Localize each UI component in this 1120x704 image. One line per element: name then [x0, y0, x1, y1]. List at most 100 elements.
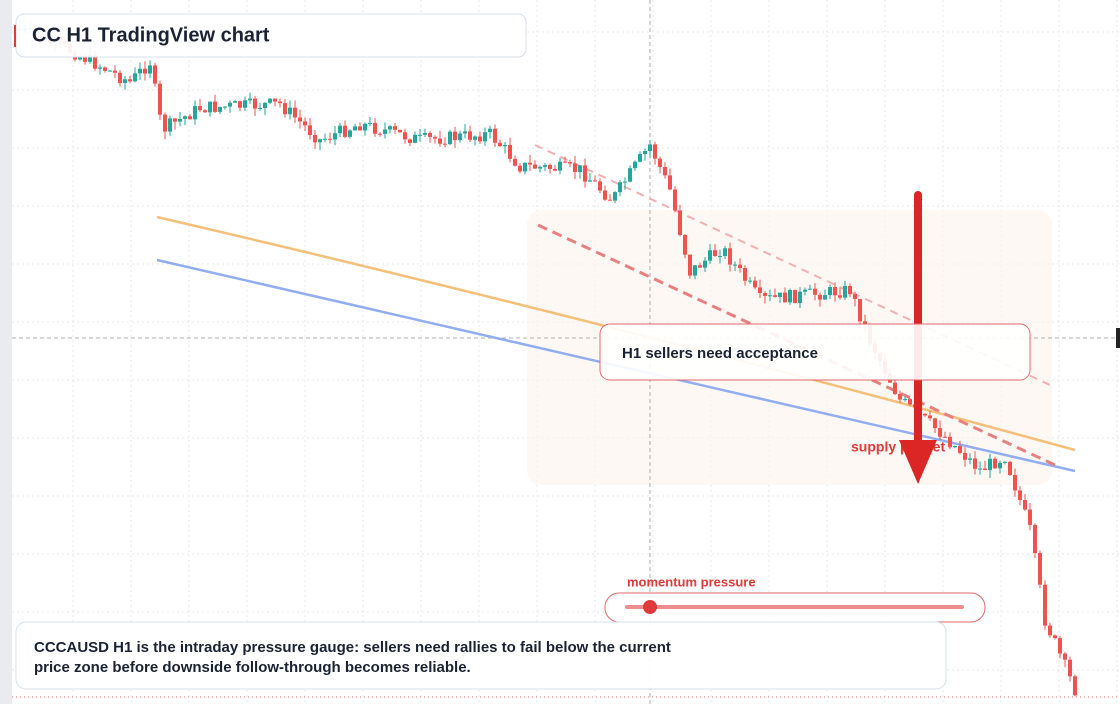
caption-line: CCCAUSD H1 is the intraday pressure gaug…: [34, 639, 671, 656]
candle-body: [293, 107, 297, 118]
candle-body: [168, 118, 172, 132]
candle-body: [893, 382, 897, 395]
candle-body: [663, 167, 667, 176]
candle-body: [388, 126, 392, 130]
candle-body: [398, 129, 402, 133]
candle-body: [458, 133, 462, 141]
candle-body: [988, 458, 992, 471]
candle-body: [488, 128, 492, 133]
candle-body: [983, 468, 987, 471]
candle-body: [798, 291, 802, 304]
candle-body: [433, 136, 437, 139]
candle-body: [128, 79, 132, 82]
candle-body: [1013, 474, 1017, 491]
candle-body: [378, 133, 382, 135]
candle-body: [603, 190, 607, 200]
candle-body: [818, 294, 822, 300]
candle-body: [423, 132, 427, 135]
candle-body: [653, 144, 657, 159]
candle-body: [928, 415, 932, 419]
candle-body: [278, 101, 282, 104]
candle-body: [713, 250, 717, 257]
candle-body: [623, 181, 627, 183]
candle-body: [133, 73, 137, 82]
candle-body: [648, 144, 652, 152]
candle-body: [193, 106, 197, 120]
candle-body: [743, 268, 747, 281]
candle-body: [903, 399, 907, 401]
candle-body: [183, 116, 187, 119]
candle-body: [273, 98, 277, 102]
candle-body: [233, 101, 237, 103]
candle-body: [768, 295, 772, 297]
candle-body: [223, 106, 227, 108]
candle-body: [118, 72, 122, 84]
candle-body: [218, 106, 222, 112]
candle-body: [543, 164, 547, 167]
candle-body: [808, 288, 812, 290]
candle-body: [963, 452, 967, 460]
candle-body: [858, 298, 862, 322]
candle-body: [443, 143, 447, 145]
candle-body: [238, 101, 242, 108]
candle-body: [848, 286, 852, 295]
candle-body: [678, 210, 682, 235]
candle-body: [403, 132, 407, 140]
candle-body: [753, 280, 757, 288]
candle-body: [573, 163, 577, 173]
candle-body: [833, 287, 837, 296]
candle-body: [758, 287, 762, 294]
candle-body: [243, 100, 247, 108]
candle-body: [938, 428, 942, 437]
candle-body: [593, 180, 597, 182]
candle-body: [343, 125, 347, 137]
candle-body: [933, 418, 937, 429]
candle-body: [1073, 676, 1077, 696]
candle-body: [803, 289, 807, 292]
candle-body: [1028, 509, 1032, 525]
candle-body: [98, 67, 102, 69]
candle-body: [363, 123, 367, 131]
candle-body: [828, 287, 832, 296]
candle-body: [638, 154, 642, 162]
candle-body: [923, 413, 927, 416]
candle-body: [633, 161, 637, 169]
candle-body: [853, 294, 857, 299]
title-accent: [14, 25, 16, 47]
candle-body: [843, 286, 847, 298]
candle-body: [838, 295, 842, 298]
candle-body: [1003, 461, 1007, 463]
candle-body: [203, 110, 207, 113]
candle-body: [113, 70, 117, 73]
candle-body: [1008, 461, 1012, 475]
candle-body: [483, 132, 487, 142]
candle-body: [163, 114, 167, 132]
candle-body: [283, 103, 287, 115]
candle-body: [863, 321, 867, 325]
candle-body: [148, 65, 152, 74]
candle-body: [78, 55, 82, 60]
candle-body: [973, 458, 977, 469]
candle-body: [303, 121, 307, 126]
candle-body: [418, 134, 422, 136]
trend-line-upper: [534, 144, 1051, 386]
candle-body: [688, 254, 692, 276]
note-box: [599, 323, 1031, 381]
candle-body: [298, 117, 302, 122]
candle-body: [673, 189, 677, 211]
candle-body: [508, 144, 512, 159]
candle-body: [158, 83, 162, 115]
candle-body: [1023, 499, 1027, 510]
candle-body: [333, 133, 337, 140]
note: H1 sellers need acceptance: [622, 345, 818, 362]
candle-body: [553, 168, 557, 171]
candle-body: [738, 264, 742, 269]
candle-body: [93, 54, 97, 69]
candle-body: [538, 166, 542, 169]
candle-body: [978, 468, 982, 470]
candle-body: [348, 130, 352, 137]
candle-body: [958, 446, 962, 453]
candle-body: [693, 265, 697, 276]
candle-body: [703, 260, 707, 268]
